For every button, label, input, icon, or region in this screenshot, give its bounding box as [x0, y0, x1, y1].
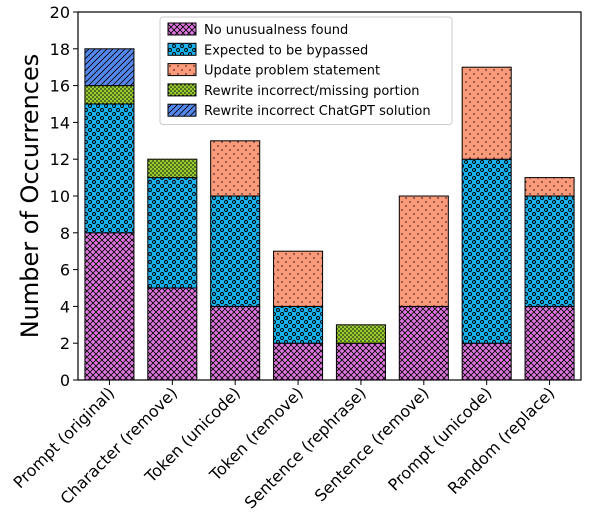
- bar-character-remove-rewrite-incorrect-missing-portion: [147, 158, 198, 179]
- legend-box: [159, 16, 453, 125]
- y-tick-label: 12: [50, 150, 70, 169]
- y-tick-label: 6: [60, 261, 70, 280]
- legend: No unusualness found Expected to be bypas…: [159, 16, 453, 125]
- y-tick-label: 2: [60, 334, 70, 353]
- y-axis-label: Number of Occurrences: [16, 54, 44, 339]
- bar-token-remove-update-problem-statement: [273, 250, 324, 307]
- y-tick-label: 8: [60, 224, 70, 243]
- x-tick-label: Prompt (unicode): [384, 383, 495, 494]
- bar-sentence-remove-no-unusualness-found: [398, 305, 449, 381]
- bar-token-remove-no-unusualness-found: [273, 342, 324, 381]
- bar-prompt-original-no-unusualness-found: [84, 232, 135, 381]
- bar-prompt-unicode-update-problem-statement: [461, 66, 512, 160]
- bar-random-replace-expected-to-be-bypassed: [524, 195, 575, 307]
- bar-prompt-unicode-expected-to-be-bypassed: [461, 158, 512, 344]
- bar-random-replace-update-problem-statement: [524, 177, 575, 197]
- bar-sentence-remove-update-problem-statement: [398, 195, 449, 307]
- x-tick-label: Random (replace): [444, 383, 559, 498]
- y-tick-label: 16: [50, 77, 70, 96]
- bar-sentence-rephrase-rewrite-incorrect-missing-portion: [335, 324, 386, 344]
- x-tick-label: Sentence (remove): [311, 383, 433, 505]
- bar-prompt-original-rewrite-incorrect-chatgpt-solution: [84, 48, 135, 87]
- bar-token-remove-expected-to-be-bypassed: [273, 305, 324, 344]
- legend-label-rewrite-incorrect-chatgpt-solution: Rewrite incorrect ChatGPT solution: [204, 104, 431, 119]
- x-tick-label: Sentence (rephrase): [241, 383, 370, 512]
- legend-swatch-update-problem-statement: [167, 63, 197, 77]
- y-tick-label: 10: [50, 187, 70, 206]
- y-tick-label: 0: [60, 371, 70, 390]
- bar-token-unicode-update-problem-statement: [210, 140, 261, 197]
- y-tick-label: 4: [60, 297, 70, 316]
- y-tick-label: 18: [50, 40, 70, 59]
- bar-prompt-unicode-no-unusualness-found: [461, 342, 512, 381]
- legend-swatch-rewrite-incorrect-missing-portion: [167, 83, 197, 97]
- bar-token-unicode-no-unusualness-found: [210, 305, 261, 381]
- bar-prompt-original-rewrite-incorrect-missing-portion: [84, 85, 135, 105]
- bar-prompt-original-expected-to-be-bypassed: [84, 103, 135, 234]
- legend-label-update-problem-statement: Update problem statement: [204, 64, 380, 79]
- bar-sentence-rephrase-no-unusualness-found: [335, 342, 386, 381]
- x-tick-label: Character (remove): [56, 383, 181, 508]
- legend-label-expected-to-be-bypassed: Expected to be bypassed: [204, 43, 368, 58]
- legend-swatch-no-unusualness-found: [167, 22, 197, 36]
- y-tick-label: 20: [50, 3, 70, 22]
- legend-label-no-unusualness-found: No unusualness found: [204, 23, 348, 38]
- legend-swatch-expected-to-be-bypassed: [167, 42, 197, 56]
- bar-token-unicode-expected-to-be-bypassed: [210, 195, 261, 307]
- legend-swatch-rewrite-incorrect-chatgpt-solution: [167, 103, 197, 117]
- bar-character-remove-expected-to-be-bypassed: [147, 177, 198, 289]
- y-tick-label: 14: [50, 113, 70, 132]
- bar-random-replace-no-unusualness-found: [524, 305, 575, 381]
- bar-character-remove-no-unusualness-found: [147, 287, 198, 381]
- legend-label-rewrite-incorrect-missing-portion: Rewrite incorrect/missing portion: [204, 84, 420, 99]
